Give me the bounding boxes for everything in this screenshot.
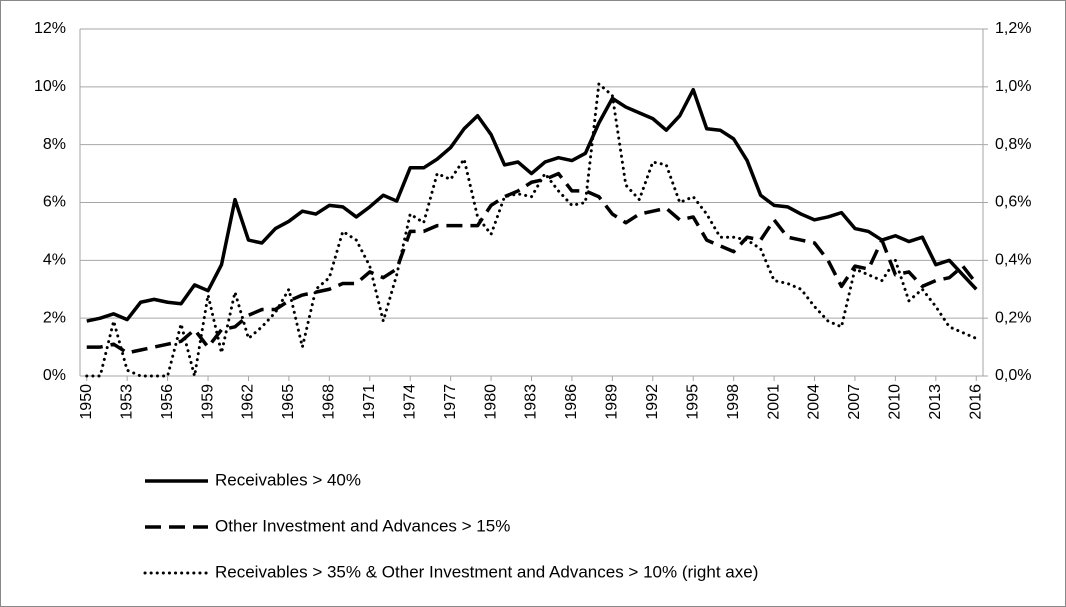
x-tick-label: 2004: [806, 384, 823, 420]
y-tick-label: 4%: [43, 252, 66, 269]
x-tick-label: 1983: [523, 384, 540, 420]
x-tick-label: 1968: [321, 384, 338, 420]
y-tick-label: 0%: [43, 367, 66, 384]
x-tick-label: 1992: [644, 384, 661, 420]
x-tick-label: 1989: [604, 384, 621, 420]
x-tick-label: 2007: [846, 384, 863, 420]
x-tick-label: 1986: [563, 384, 580, 420]
x-tick-label: 1950: [78, 384, 95, 420]
legend-label: Receivables > 35% & Other Investment and…: [215, 562, 758, 581]
x-tick-label: 1980: [482, 384, 499, 420]
y2-tick-label: 0,2%: [995, 309, 1031, 326]
x-tick-label: 2013: [927, 384, 944, 420]
series-line: [86, 87, 978, 323]
y2-tick-label: 0,4%: [995, 252, 1031, 269]
y-tick-label: 2%: [43, 309, 66, 326]
x-tick-label: 1995: [684, 384, 701, 420]
x-tick-label: 1965: [280, 384, 297, 420]
x-tick-label: 1977: [442, 384, 459, 420]
y-tick-label: 8%: [43, 136, 66, 153]
x-tick-label: 2016: [967, 384, 984, 420]
y-tick-label: 12%: [34, 20, 66, 37]
x-tick-label: 1962: [240, 384, 257, 420]
series-line: [85, 82, 978, 378]
y2-tick-label: 1,0%: [995, 78, 1031, 95]
x-tick-label: 1971: [361, 384, 378, 420]
x-tick-label: 2001: [765, 384, 782, 420]
legend-label: Receivables > 40%: [215, 470, 361, 489]
legend-label: Other Investment and Advances > 15%: [215, 516, 510, 535]
y2-tick-label: 0,8%: [995, 136, 1031, 153]
x-tick-label: 1998: [725, 384, 742, 420]
x-tick-label: 1959: [199, 384, 216, 420]
x-tick-label: 2010: [887, 384, 904, 420]
y-tick-label: 6%: [43, 194, 66, 211]
y2-tick-label: 0,6%: [995, 194, 1031, 211]
series-line: [86, 171, 978, 355]
x-tick-label: 1953: [118, 384, 135, 420]
y-tick-label: 10%: [34, 78, 66, 95]
y2-tick-label: 1,2%: [995, 20, 1031, 37]
x-tick-label: 1956: [159, 384, 176, 420]
legend: Receivables > 40% Other Investment and Ad…: [143, 470, 758, 581]
y2-tick-label: 0,0%: [995, 367, 1031, 384]
x-tick-label: 1974: [401, 384, 418, 420]
